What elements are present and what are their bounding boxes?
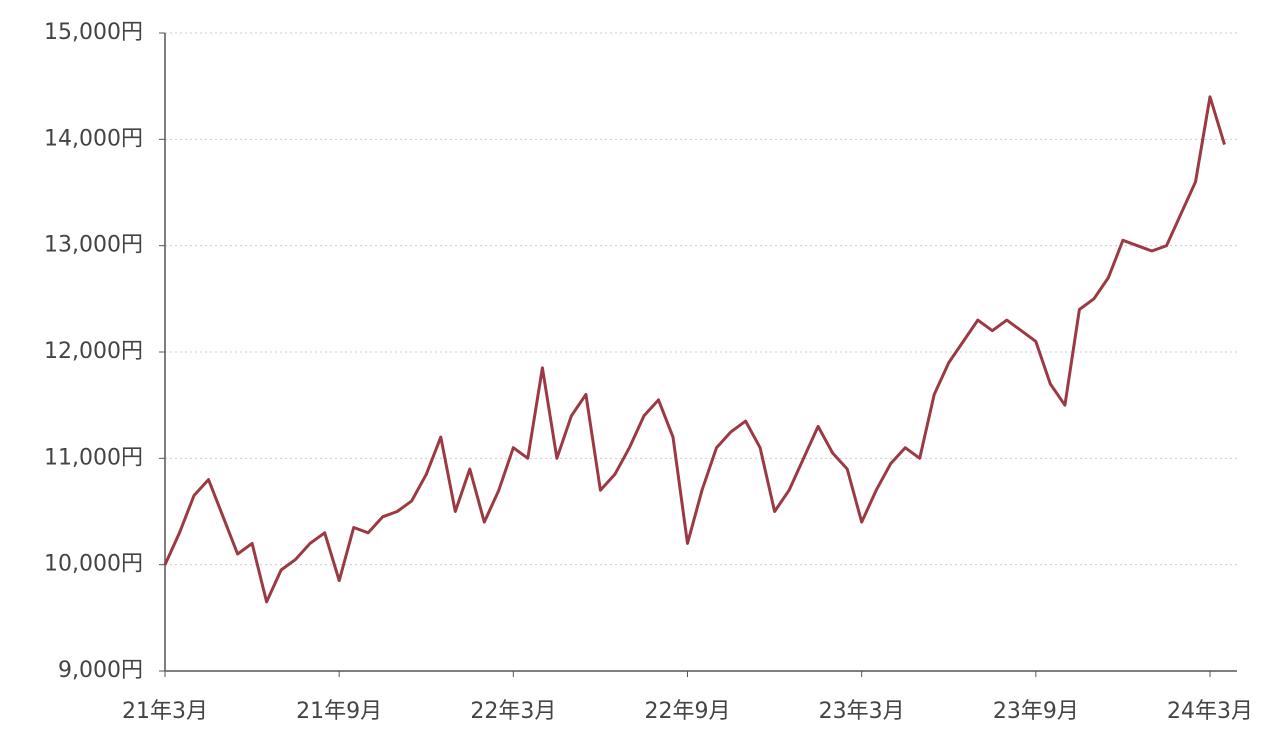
y-tick-label: 15,000円 xyxy=(44,20,143,45)
price-line xyxy=(163,95,1226,604)
x-tick-label: 23年3月 xyxy=(819,699,905,724)
y-tick-label: 12,000円 xyxy=(44,339,143,364)
x-tick-label: 22年3月 xyxy=(470,699,556,724)
x-tick-label: 24年3月 xyxy=(1167,699,1253,724)
x-tick-label: 21年9月 xyxy=(296,699,382,724)
x-tick-label: 21年3月 xyxy=(122,699,208,724)
x-tick-label: 23年9月 xyxy=(993,699,1079,724)
x-tick-label: 22年9月 xyxy=(645,699,731,724)
y-tick-label: 14,000円 xyxy=(44,126,143,151)
y-tick-label: 10,000円 xyxy=(44,552,143,577)
y-tick-label: 11,000円 xyxy=(44,445,143,470)
y-tick-label: 9,000円 xyxy=(58,658,143,683)
y-tick-label: 13,000円 xyxy=(44,233,143,258)
